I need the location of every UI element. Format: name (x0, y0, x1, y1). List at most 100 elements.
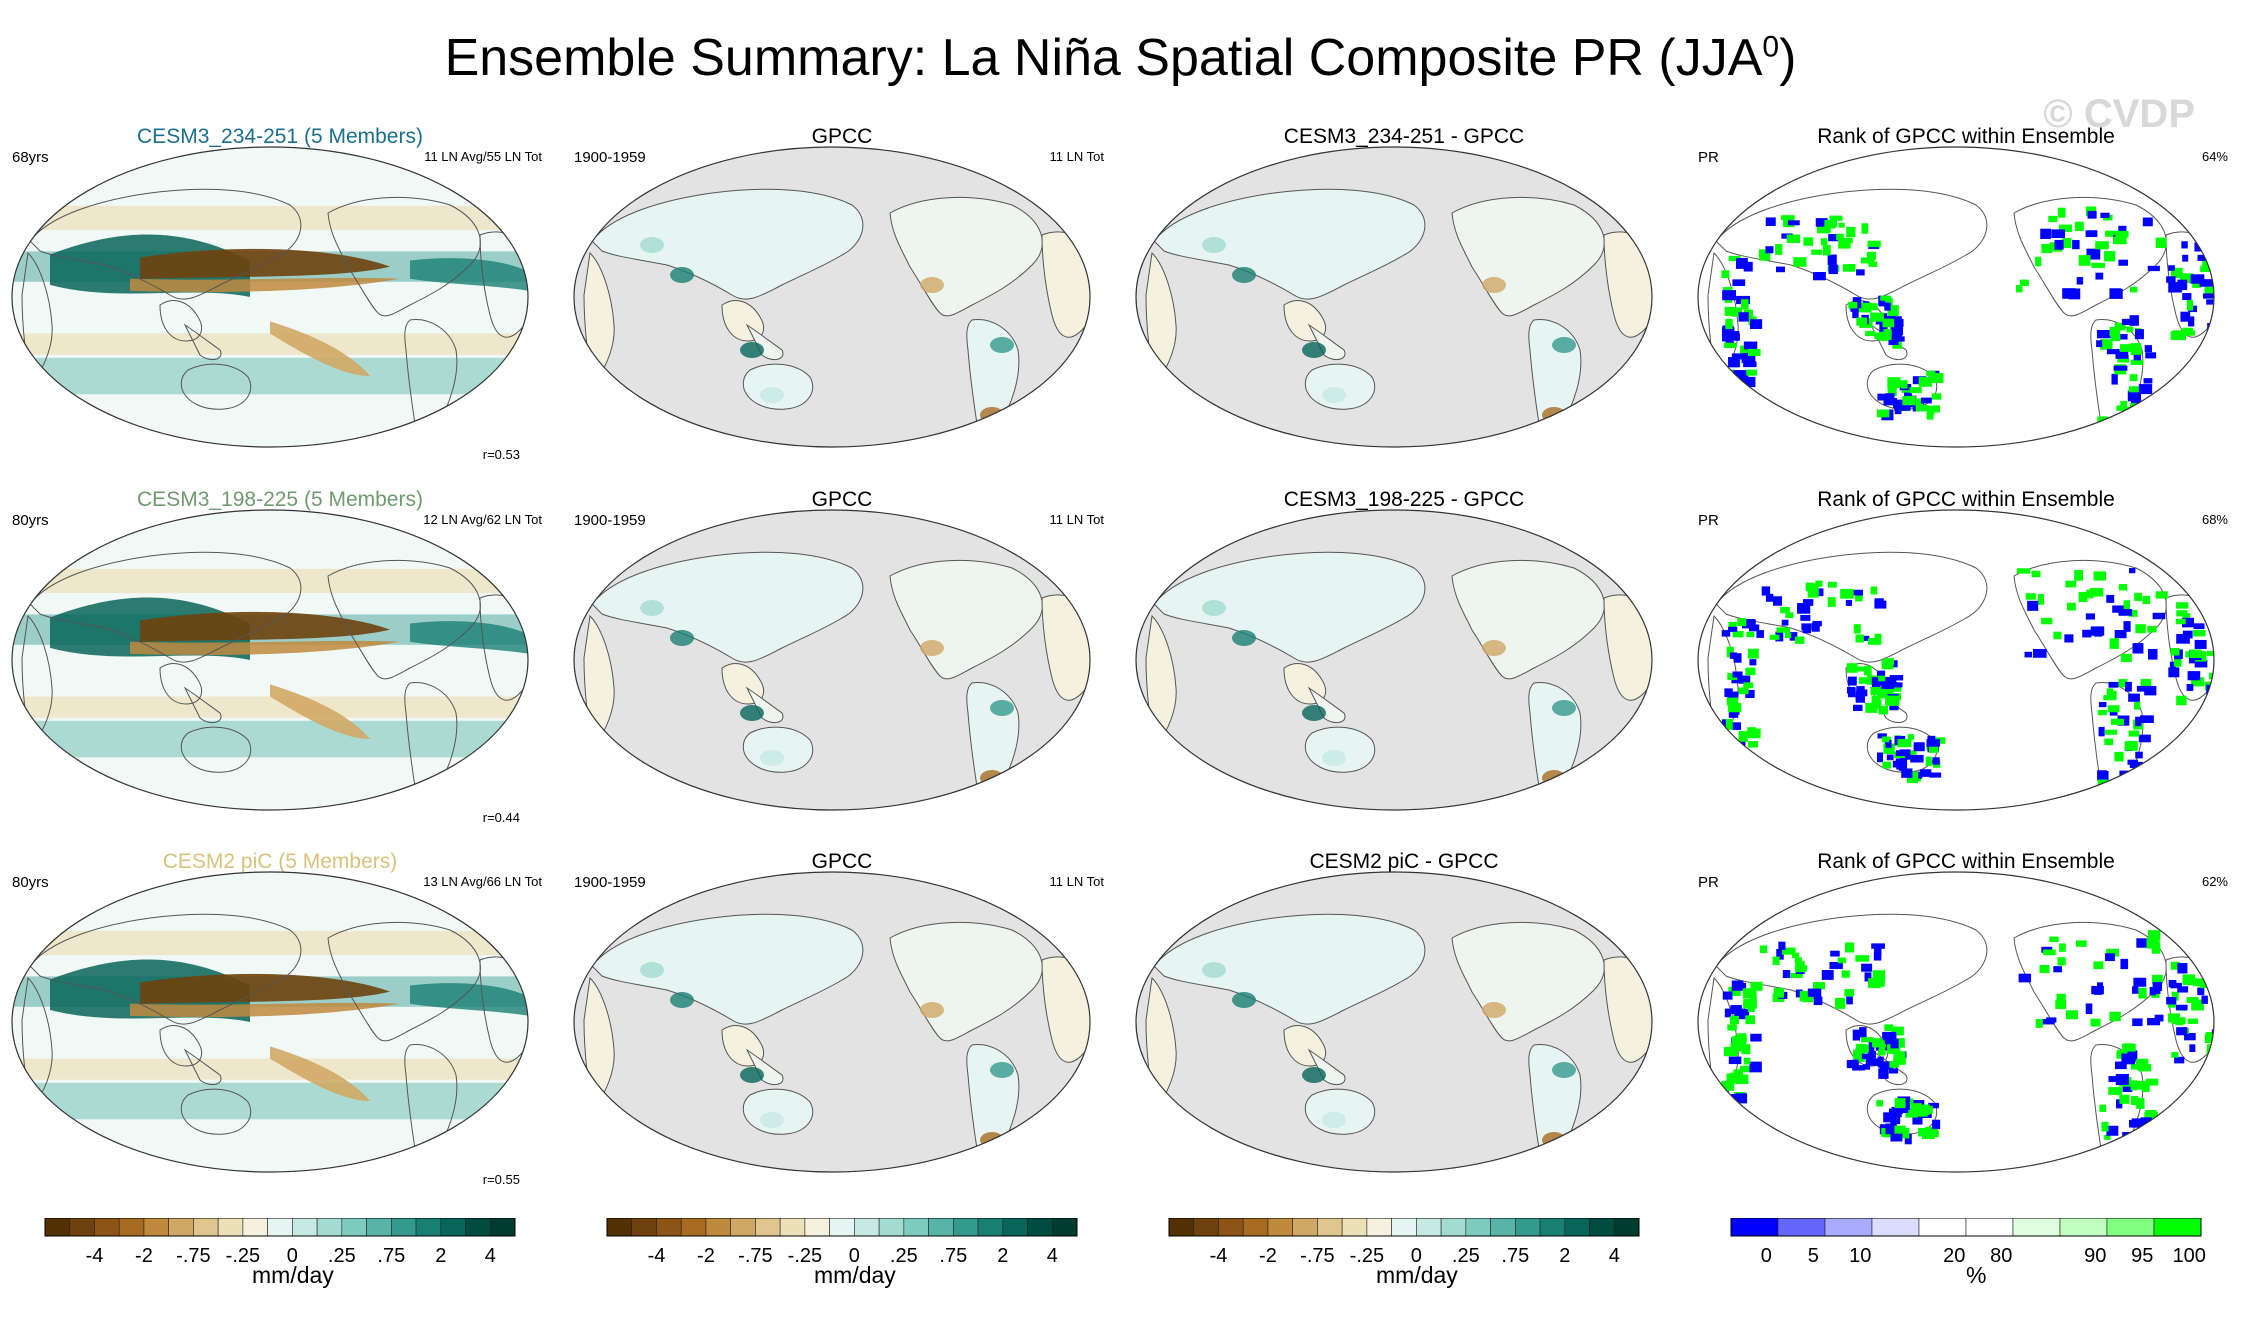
panel-right-label: 68% (2201, 512, 2228, 527)
rank-cell (2202, 257, 2209, 267)
rank-cell (2065, 580, 2077, 588)
colorbar-swatch (440, 1217, 466, 1237)
rank-cell (1915, 404, 1929, 412)
rank-cell (1740, 345, 1749, 356)
panel-title: Rank of GPCC within Ensemble (1817, 850, 2115, 873)
rank-cell (2182, 293, 2192, 301)
rank-cell (2152, 612, 2166, 620)
rank-cell (1827, 597, 1836, 607)
rank-cell (2104, 738, 2114, 746)
rank-cell (1815, 218, 1828, 227)
colorbar-tick-label: 0 (1411, 1245, 1422, 1267)
map-field (583, 188, 1090, 440)
rank-cell (2133, 354, 2141, 361)
rank-cell (2140, 1117, 2152, 1126)
rank-cell (1883, 1112, 1893, 1123)
colorbar-model: -4 -2 -.75 -.25 0 .25 .75 2 4 mm/day (40, 1217, 560, 1308)
rank-cell (1791, 952, 1800, 959)
rank-cell (2187, 1018, 2199, 1024)
colorbar-swatch (69, 1217, 95, 1237)
rank-cell (1830, 950, 1840, 957)
rank-cell (1743, 1057, 1751, 1065)
rank-cell (1893, 1057, 1906, 1065)
rank-cell (2127, 759, 2138, 765)
rank-cell (2145, 1078, 2159, 1086)
rank-cell (1740, 1065, 1751, 1073)
rank-cell (2064, 634, 2074, 643)
colorbar-swatch (755, 1217, 781, 1237)
rank-cell (2128, 610, 2138, 617)
rank-cell (1745, 667, 1756, 676)
colorbar-swatch (2153, 1217, 2202, 1237)
rank-cell (1801, 623, 1812, 631)
rank-cell (2155, 591, 2168, 599)
continent-outline (1307, 686, 1346, 724)
colorbar-swatch (1292, 1217, 1318, 1237)
colorbar-swatch (316, 1217, 343, 1237)
rank-cell (2135, 751, 2143, 759)
panel-obs: GPCC 1900-1959 11 LN Tot (572, 125, 1112, 475)
rank-cell (2109, 327, 2121, 337)
colorbar-svg: -4 -2 -.75 -.25 0 .25 .75 2 4 (606, 1217, 1078, 1267)
rank-cell (2041, 617, 2053, 625)
rank-cell (1890, 1133, 1903, 1142)
map-border (11, 871, 529, 1173)
panel-title: CESM2 piC - GPCC (1309, 850, 1499, 873)
colorbar-swatch (1193, 1217, 1219, 1237)
rank-cell (1797, 604, 1811, 614)
rank-cell (1907, 734, 1915, 740)
rank-cell (1732, 982, 1747, 989)
rank-cell (2121, 318, 2132, 326)
rank-cell (2058, 224, 2073, 233)
rank-cell (2016, 568, 2031, 574)
rank-cell (2103, 695, 2112, 701)
rank-cell (1732, 671, 1743, 678)
rank-cell (1910, 750, 1917, 759)
rank-cell (1881, 736, 1890, 743)
rank-cell (1815, 580, 1823, 587)
rank-cell (2192, 282, 2201, 288)
rank-cell (2176, 602, 2189, 609)
rank-cell (2118, 1140, 2133, 1148)
rank-cell (1867, 303, 1878, 311)
colorbar-swatch (193, 1217, 219, 1237)
continent-outline (183, 323, 222, 361)
rank-cell (2108, 1087, 2123, 1095)
continent-outline (327, 921, 481, 1042)
rank-cell (2024, 651, 2033, 658)
rank-cell (1889, 683, 1902, 692)
colorbar-tick-label: 0 (849, 1245, 860, 1267)
colorbar-swatch (2059, 1217, 2108, 1237)
rank-cell (2176, 610, 2188, 617)
rank-cell (2182, 613, 2191, 621)
colorbar-tick-label: .75 (1501, 1245, 1529, 1267)
panel-title: GPCC (811, 488, 873, 511)
rank-cell (2144, 685, 2157, 696)
panel-left-label: 1900-1959 (574, 149, 646, 166)
rank-cell (1746, 631, 1755, 638)
colorbar-swatch (1564, 1217, 1590, 1237)
rank-cell (1857, 666, 1870, 672)
rank-cell (1769, 634, 1780, 640)
map-border (11, 146, 529, 448)
rank-cell (1741, 1009, 1749, 1017)
map-field (1707, 551, 2214, 803)
colorbar-swatch (465, 1217, 491, 1237)
colorbar-swatch (1267, 1217, 1293, 1237)
rank-cell (1728, 702, 1742, 713)
rank-cell (2129, 374, 2138, 382)
world-map (573, 871, 1091, 1173)
colorbar-units: mm/day (252, 1262, 334, 1288)
map-field (12, 188, 528, 440)
rank-cell (2027, 600, 2039, 611)
rank-cell (1868, 261, 1878, 267)
rank-cell (1747, 619, 1756, 625)
rank-cell (1733, 1069, 1743, 1076)
rank-cell (2133, 977, 2147, 987)
rank-cell (1852, 1065, 1866, 1071)
rank-cell (1877, 733, 1887, 739)
rank-cell (1926, 409, 1934, 420)
rank-cell (2206, 651, 2214, 657)
rank-cell (1846, 663, 1858, 673)
map-background (12, 510, 528, 810)
